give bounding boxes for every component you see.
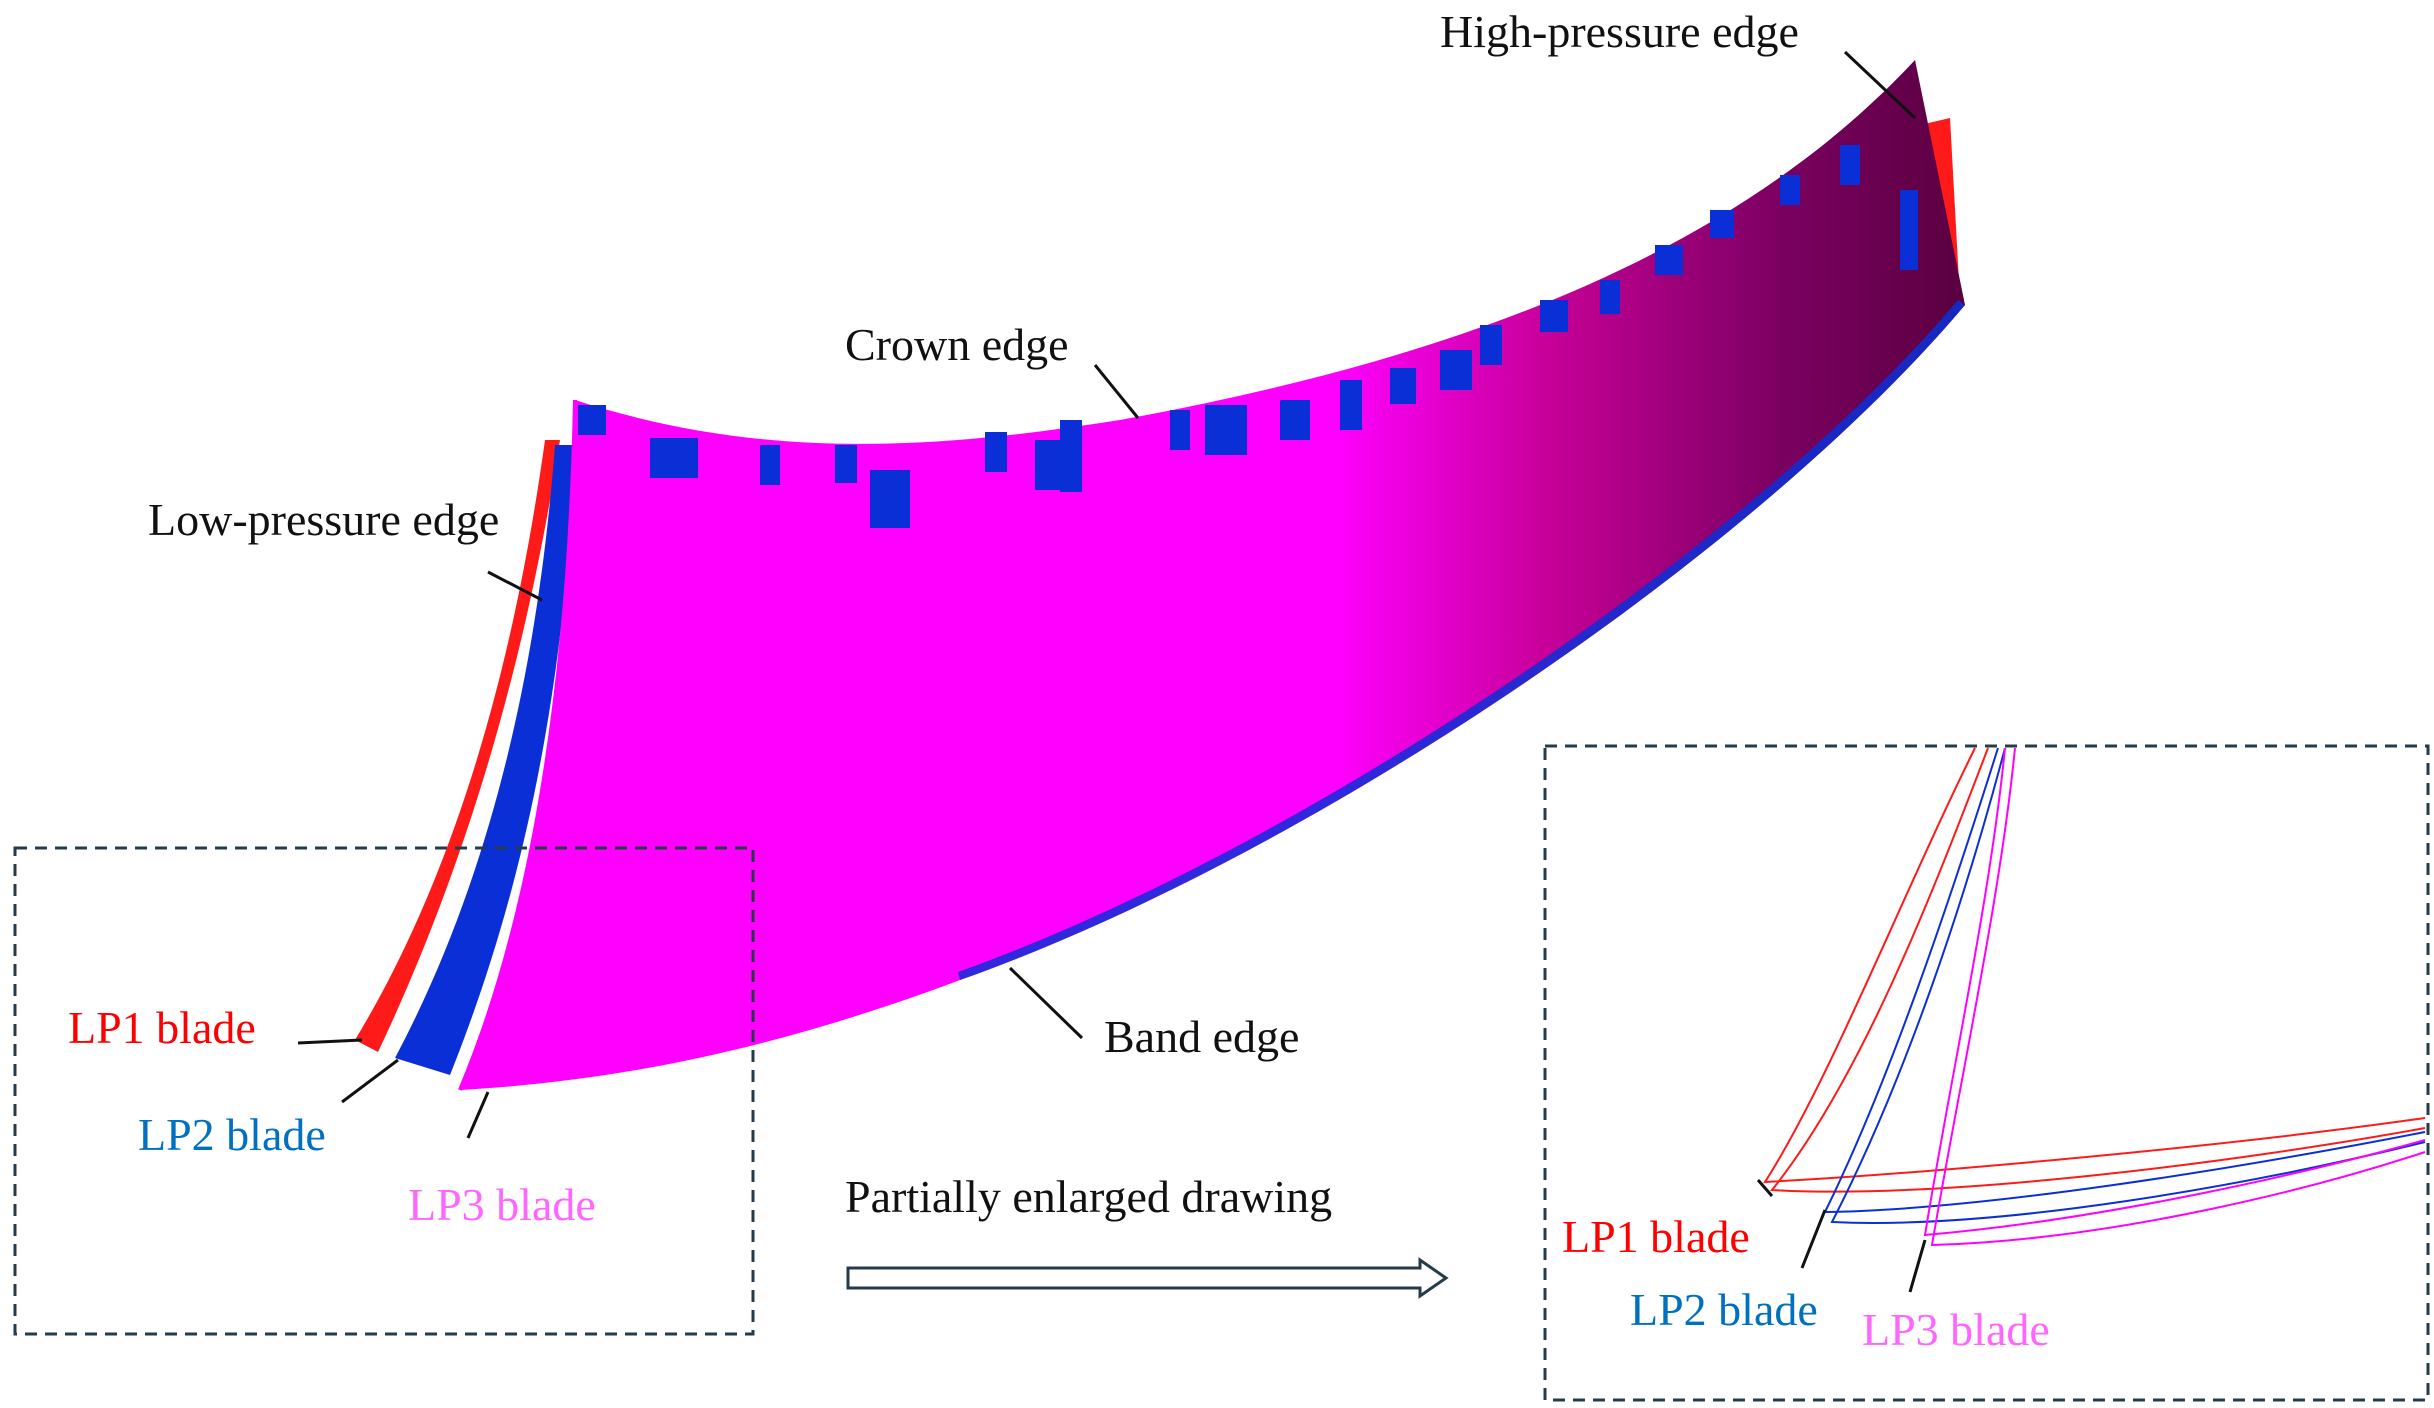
low-pressure-edge-label: Low-pressure edge (148, 494, 499, 545)
band-edge-label: Band edge (1104, 1011, 1299, 1062)
inset-frame (1543, 744, 2430, 1402)
high-pressure-edge-label: High-pressure edge (1440, 6, 1799, 57)
inset-lp3-leader (1908, 1239, 1927, 1293)
low-pressure-edge-line (458, 399, 577, 1091)
inset-lp2-leader (1800, 1209, 1827, 1269)
lp3-blade-leader (466, 1091, 490, 1139)
band-edge-leader (1008, 966, 1084, 1040)
lp3-blade-label: LP3 blade (408, 1179, 596, 1230)
inset-lp3-inner (1930, 747, 2426, 1247)
inset-lp1-outline (1763, 747, 2426, 1184)
inset-lp1-blade-label: LP1 blade (1562, 1211, 1750, 1262)
detail-region-box (13, 846, 755, 1336)
lp1-blade-leader (297, 1038, 363, 1045)
enlarge-arrow (846, 1257, 1449, 1299)
inset-lp2-inner (1830, 747, 2426, 1224)
crown-blue-patches (578, 145, 1918, 528)
low-pressure-edge-leader (487, 570, 543, 602)
lp1-blade-label: LP1 blade (68, 1002, 256, 1053)
arrow-caption: Partially enlarged drawing (845, 1171, 1332, 1222)
leader-lines (297, 50, 1917, 1139)
inset-lp2-blade-label: LP2 blade (1630, 1284, 1818, 1335)
inset-lp3-blade-label: LP3 blade (1862, 1304, 2050, 1355)
inset-blade-outlines (1763, 747, 2426, 1247)
lp1-blade-surface (355, 440, 560, 1052)
inset-lp1-leader (1756, 1179, 1774, 1197)
lp2-blade-label: LP2 blade (138, 1109, 326, 1160)
crown-edge-label: Crown edge (845, 319, 1069, 370)
inset-leader-lines (1756, 1179, 1927, 1293)
crown-edge-leader (1093, 364, 1140, 419)
lp2-blade-surface (395, 445, 575, 1075)
inset-lp1-inner (1770, 747, 2426, 1193)
lp3-blade-surface (460, 60, 1965, 1090)
blade-3d-view (355, 60, 1965, 1091)
inset-lp2-outline (1823, 747, 2426, 1214)
lp2-blade-leader (341, 1058, 399, 1104)
inset-lp3-outline (1923, 747, 2426, 1237)
high-pressure-edge-leader (1843, 50, 1917, 120)
